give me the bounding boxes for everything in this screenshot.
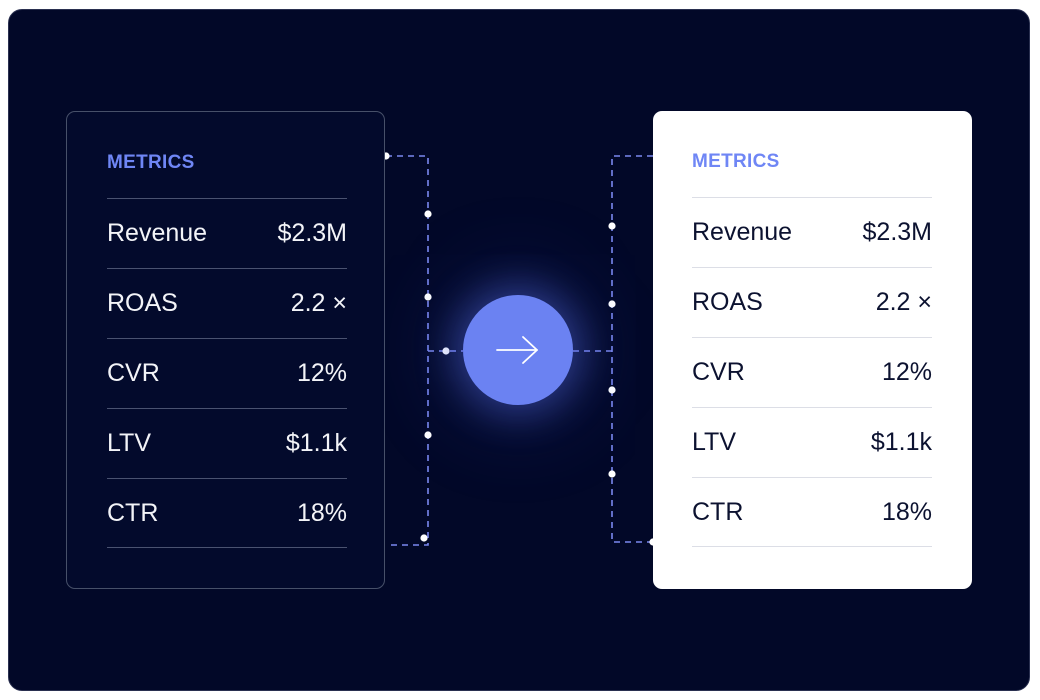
metric-value: $1.1k — [870, 428, 932, 456]
card-heading: METRICS — [692, 151, 780, 172]
metric-row-ctr: CTR 18% — [692, 477, 932, 547]
metric-label: Revenue — [107, 219, 208, 247]
target-metrics-card: METRICS Revenue $2.3M ROAS 2.2 × CVR 12%… — [653, 111, 972, 589]
metric-value: 2.2 × — [290, 289, 347, 317]
metric-value: $2.3M — [862, 218, 932, 246]
metric-value: 2.2 × — [875, 288, 932, 316]
metric-value: 12% — [296, 359, 347, 387]
metric-row-ltv: LTV $1.1k — [692, 407, 932, 477]
metric-label: LTV — [107, 429, 151, 457]
metric-value: 12% — [881, 358, 932, 386]
metrics-list: Revenue $2.3M ROAS 2.2 × CVR 12% LTV $1.… — [107, 198, 347, 548]
metric-row-roas: ROAS 2.2 × — [107, 268, 347, 338]
metric-row-revenue: Revenue $2.3M — [692, 197, 932, 267]
metric-row-cvr: CVR 12% — [692, 337, 932, 407]
metric-row-revenue: Revenue $2.3M — [107, 198, 347, 268]
metric-label: CTR — [692, 497, 744, 526]
metric-value: 18% — [881, 497, 932, 526]
metrics-list: Revenue $2.3M ROAS 2.2 × CVR 12% LTV $1.… — [692, 197, 932, 547]
metric-label: LTV — [692, 428, 736, 456]
transfer-arrow-button[interactable] — [463, 295, 573, 405]
metric-label: ROAS — [107, 289, 178, 317]
metric-value: $2.3M — [277, 219, 347, 247]
source-metrics-card: METRICS Revenue $2.3M ROAS 2.2 × CVR 12%… — [66, 111, 385, 589]
metric-label: Revenue — [692, 218, 793, 246]
metric-label: CVR — [692, 358, 745, 386]
metric-row-roas: ROAS 2.2 × — [692, 267, 932, 337]
metric-label: ROAS — [692, 288, 763, 316]
card-heading: METRICS — [107, 152, 195, 173]
metric-value: $1.1k — [285, 429, 347, 457]
metric-label: CVR — [107, 359, 160, 387]
metric-row-cvr: CVR 12% — [107, 338, 347, 408]
metric-label: CTR — [107, 498, 159, 527]
metric-row-ltv: LTV $1.1k — [107, 408, 347, 478]
metric-value: 18% — [296, 498, 347, 527]
arrow-right-icon — [496, 336, 538, 364]
metric-row-ctr: CTR 18% — [107, 478, 347, 548]
